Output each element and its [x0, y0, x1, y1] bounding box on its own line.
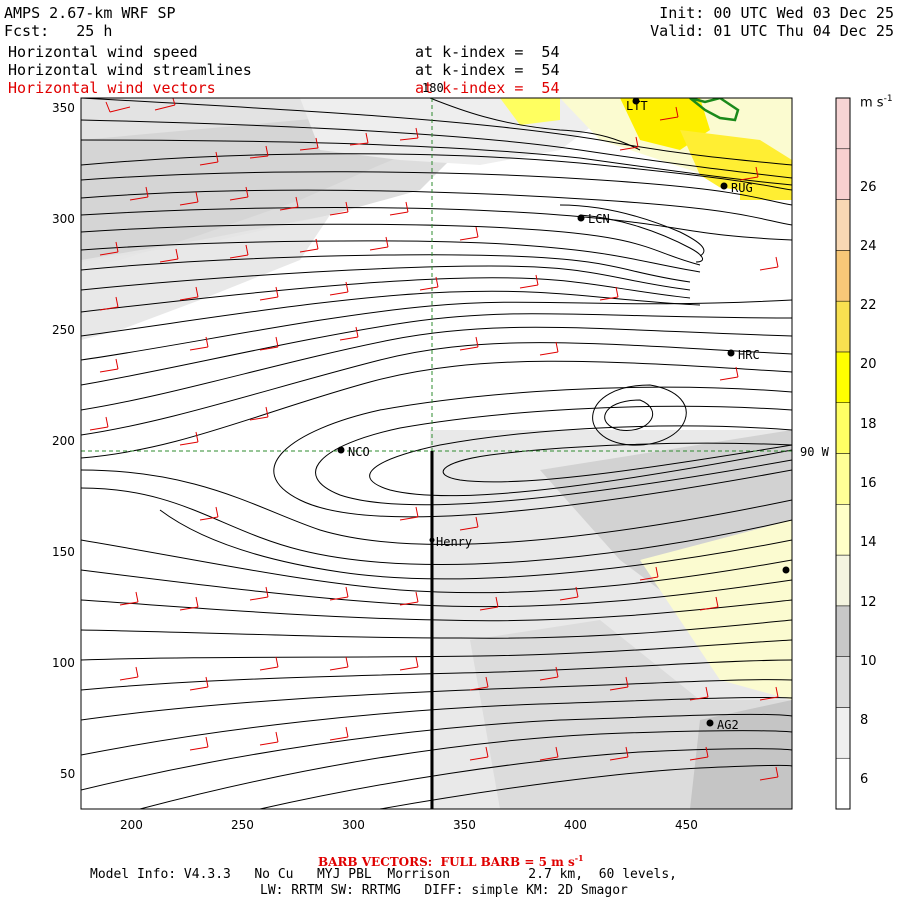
- model-title: AMPS 2.67-km WRF SP: [4, 4, 176, 22]
- y-tick-150: 150: [52, 545, 75, 559]
- x-tick-250: 250: [231, 818, 254, 832]
- colorbar-segment: [835, 757, 851, 810]
- colorbar-frame: [835, 97, 851, 810]
- station-marker-henry: [429, 537, 435, 543]
- coastline: [689, 98, 740, 122]
- colorbar-segment: [835, 504, 851, 556]
- valid-time: Valid: 01 UTC Thu 04 Dec 25: [650, 22, 894, 40]
- map-plot-area: [81, 98, 792, 809]
- colorbar-label-12: 12: [860, 595, 877, 610]
- station-marker-nco: [337, 446, 345, 454]
- barb-vector-note: BARB VECTORS: FULL BARB = 5 m s-1: [318, 853, 584, 869]
- y-tick-350: 350: [52, 101, 75, 115]
- station-marker-rug: [720, 182, 728, 190]
- x-tick-200: 200: [120, 818, 143, 832]
- station-marker-ag2: [706, 719, 714, 727]
- field-name-vectors: Horizontal wind vectors: [8, 79, 216, 97]
- colorbar-label-20: 20: [860, 357, 877, 372]
- field-level-speed: at k-index = 54: [415, 43, 560, 61]
- colorbar-segment: [835, 250, 851, 302]
- colorbar-label-24: 24: [860, 239, 877, 254]
- colorbar-segment: [835, 300, 851, 353]
- colorbar: [835, 97, 851, 810]
- x-tick-400: 400: [564, 818, 587, 832]
- colorbar-segment: [835, 554, 851, 607]
- field-name-streamlines: Horizontal wind streamlines: [8, 61, 252, 79]
- colorbar-segment: [835, 605, 851, 657]
- colorbar-label-16: 16: [860, 476, 877, 491]
- x-tick-300: 300: [342, 818, 365, 832]
- x-tick-450: 450: [675, 818, 698, 832]
- station-label-rug: RUG: [731, 181, 753, 195]
- station-marker-unlabeled: [782, 566, 790, 574]
- forecast-hour: Fcst: 25 h: [4, 22, 113, 40]
- station-marker-lcn: [577, 214, 585, 222]
- colorbar-label-8: 8: [860, 713, 869, 728]
- colorbar-segment: [835, 97, 851, 150]
- colorbar-segment: [835, 453, 851, 505]
- colorbar-unit: m s-1: [860, 94, 893, 111]
- station-label-lcn: LCN: [588, 212, 610, 226]
- parallel-label: 90 W: [800, 445, 829, 459]
- meridian-label: 180: [422, 81, 444, 95]
- plot-frame: [80, 97, 793, 810]
- y-tick-50: 50: [60, 767, 76, 781]
- x-tick-350: 350: [453, 818, 476, 832]
- station-label-ag2: AG2: [717, 718, 739, 732]
- colorbar-segment: [835, 148, 851, 200]
- colorbar-label-10: 10: [860, 654, 877, 669]
- station-label-henry: Henry: [436, 535, 473, 549]
- wind-barbs: [89, 98, 779, 781]
- colorbar-label-22: 22: [860, 298, 877, 313]
- colorbar-segment: [835, 351, 851, 403]
- stations: [337, 97, 790, 727]
- station-label-nco: NCO: [348, 445, 370, 459]
- colorbar-label-18: 18: [860, 417, 877, 432]
- station-marker-ltt: [632, 97, 640, 105]
- station-label-hrc: HRC: [738, 348, 760, 362]
- field-level-vectors: at k-index = 54: [415, 79, 560, 97]
- colorbar-segment: [835, 199, 851, 251]
- y-tick-300: 300: [52, 212, 75, 226]
- field-name-speed: Horizontal wind speed: [8, 43, 198, 61]
- model-info: Model Info: V4.3.3 No Cu MYJ PBL Morriso…: [90, 867, 677, 882]
- init-time: Init: 00 UTC Wed 03 Dec 25: [659, 4, 894, 22]
- colorbar-label-6: 6: [860, 772, 869, 787]
- colorbar-segment: [835, 656, 851, 708]
- streamlines: [81, 98, 792, 809]
- station-marker-hrc: [727, 349, 735, 357]
- colorbar-label-26: 26: [860, 180, 877, 195]
- y-tick-250: 250: [52, 323, 75, 337]
- colorbar-segment: [835, 402, 851, 454]
- y-tick-200: 200: [52, 434, 75, 448]
- y-tick-100: 100: [52, 656, 75, 670]
- station-label-ltt: LTT: [626, 99, 648, 113]
- field-level-streamlines: at k-index = 54: [415, 61, 560, 79]
- physics-info: LW: RRTM SW: RRTMG DIFF: simple KM: 2D S…: [260, 883, 628, 898]
- colorbar-label-14: 14: [860, 535, 877, 550]
- colorbar-segment: [835, 707, 851, 759]
